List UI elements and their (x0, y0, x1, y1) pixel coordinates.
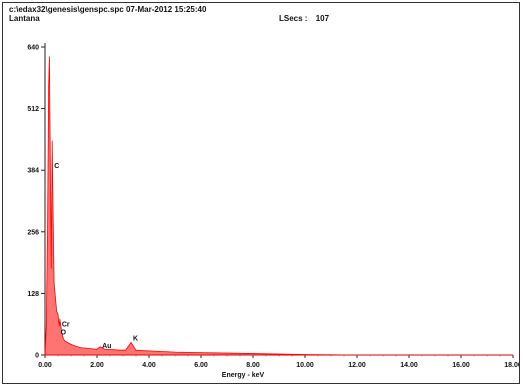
file-path-label: c:\edax32\genesis\genspc.spc 07-Mar-2012… (9, 5, 207, 14)
y-tick-label: 128 (27, 291, 39, 298)
y-tick-label: 512 (27, 106, 39, 113)
x-axis-label: Energy - keV (222, 372, 265, 379)
spectrum-point (50, 268, 52, 269)
spectrum-point (226, 352, 228, 354)
peak-label: K (133, 335, 138, 342)
spectrum-point (104, 348, 106, 350)
peak-label: Au (102, 343, 111, 350)
spectrum-point (99, 346, 101, 348)
x-tick-label: 12.00 (348, 362, 366, 369)
spectrum-point (408, 354, 410, 356)
spectrum-point (200, 352, 202, 353)
spectrum-point (112, 349, 113, 351)
x-tick-label: 18.00 (504, 362, 519, 369)
peak-label: O (61, 330, 67, 337)
lsecs-caption: LSecs : (279, 14, 308, 23)
x-tick-label: 2.00 (90, 362, 104, 369)
spectrum-point (252, 353, 254, 354)
spectrum-point (65, 341, 67, 342)
spectrum-point (356, 354, 358, 356)
spectrum-point (135, 349, 137, 351)
x-tick-label: 16.00 (452, 362, 470, 369)
spectrum-point (96, 348, 98, 350)
spectrum-point (47, 224, 48, 226)
x-tick-label: 8.00 (246, 362, 260, 369)
y-tick-label: 640 (27, 45, 39, 52)
spectrum-point (56, 311, 57, 312)
spectrum-point (68, 342, 69, 344)
y-tick-label: 256 (27, 229, 39, 236)
spectrum-point (143, 350, 145, 351)
spectrum-point (48, 85, 49, 86)
spectrum-point (174, 351, 176, 353)
spectrum-point (512, 354, 514, 356)
spectrum-point (51, 140, 53, 142)
spectrum-point (153, 350, 155, 352)
spectrum-point (44, 354, 46, 356)
spectrum-point (59, 325, 60, 327)
spectrum-point (57, 313, 59, 315)
spectrum-point (91, 348, 93, 350)
spectrum-point (53, 282, 55, 284)
spectrum-series (44, 56, 513, 356)
spectrum-point (58, 321, 59, 322)
x-tick-label: 4.00 (142, 362, 156, 369)
spectrum-point (60, 323, 61, 325)
spectrum-point (64, 340, 65, 341)
spectrum-point (81, 347, 82, 349)
spectrum-point (75, 346, 77, 347)
x-tick-label: 14.00 (400, 362, 418, 369)
spectrum-point (120, 349, 121, 351)
spectrum-point (86, 347, 87, 349)
spectrum-point (460, 354, 462, 356)
y-tick-label: 0 (35, 353, 39, 360)
peak-label: Cr (62, 322, 70, 329)
lsecs-value: 107 (315, 14, 330, 23)
sample-name-label: Lantana (9, 14, 40, 23)
spectrum-point (55, 296, 56, 298)
spectrum-window: c:\edax32\genesis\genspc.spc 07-Mar-2012… (2, 2, 520, 384)
lsecs-label: LSecs : 107 (279, 14, 329, 23)
spectrum-point (70, 344, 72, 345)
spectrum-point (125, 349, 126, 351)
spectrum-point (304, 354, 306, 355)
x-tick-label: 0.00 (38, 362, 52, 369)
spectrum-point (59, 318, 61, 320)
spectrum-point (130, 342, 132, 343)
spectrum-point (52, 210, 54, 211)
spectrum-chart: 0 128 256 384 512 640 0.00 2.00 4.00 6.00 8.00 10.0… (27, 43, 519, 379)
spectrum-point (49, 56, 50, 57)
spectrum-point (61, 333, 63, 334)
spectrum-point (62, 337, 64, 339)
peak-label: C (54, 163, 59, 170)
spectrum-point (46, 325, 47, 327)
x-tick-label: 10.00 (296, 362, 314, 369)
spectrum-point (278, 353, 280, 355)
x-tick-label: 6.00 (194, 362, 208, 369)
y-tick-label: 384 (27, 168, 39, 175)
spectrum-point (49, 147, 51, 149)
